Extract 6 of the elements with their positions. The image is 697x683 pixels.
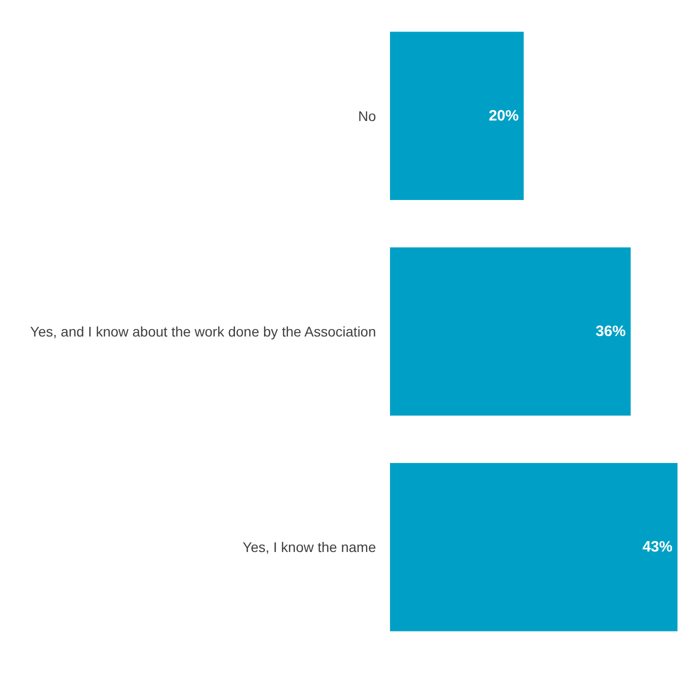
y-tick-label: Yes, I know the name bbox=[242, 539, 376, 556]
data-label: 20% bbox=[488, 107, 519, 124]
y-tick-label: Yes, and I know about the work done by the Association bbox=[30, 324, 376, 340]
data-label: 36% bbox=[596, 323, 626, 340]
y-tick-label: No bbox=[358, 108, 376, 124]
data-label: 43% bbox=[642, 538, 672, 556]
